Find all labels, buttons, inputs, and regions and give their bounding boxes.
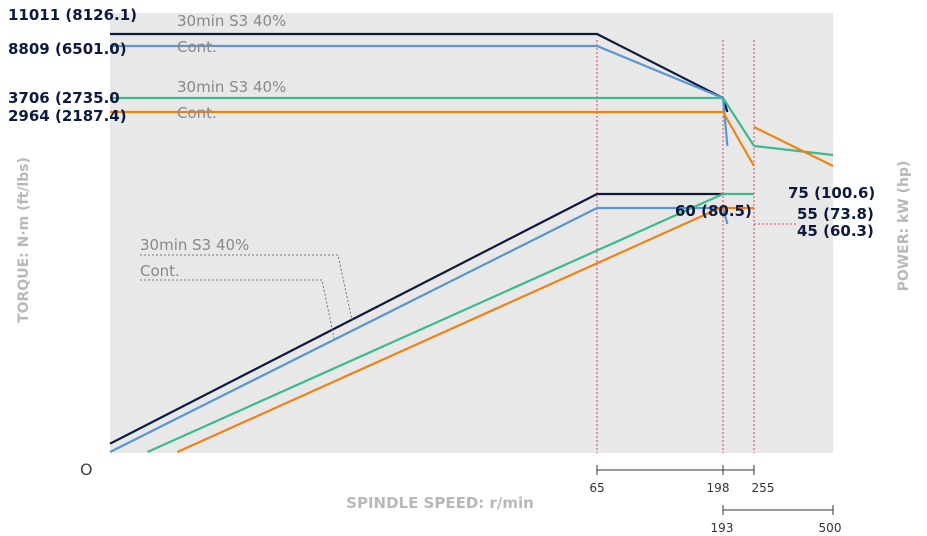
x-tick-65: 65 xyxy=(589,481,604,495)
leader-s3 xyxy=(140,254,353,321)
series-power-d xyxy=(176,206,754,454)
y-axis-left-title: TORQUE: N·m (ft/lbs) xyxy=(16,157,32,323)
series-power-c xyxy=(147,192,754,454)
x-tick-255: 255 xyxy=(752,481,775,495)
annotation-s3-lower: 30min S3 40% xyxy=(140,236,249,254)
series-torque-b xyxy=(110,44,729,147)
series-torque-d-tail xyxy=(753,126,834,167)
annotation-cont-upper: Cont. xyxy=(177,38,217,56)
torque-label-a: 11011 (8126.1) xyxy=(8,6,137,24)
series-torque-c xyxy=(110,96,755,147)
plot-area xyxy=(110,13,833,453)
x-tick-193: 193 xyxy=(711,521,734,535)
power-label-c: 60 (80.5) xyxy=(675,202,752,220)
series-torque-d xyxy=(110,110,755,167)
x-axis-title: SPINDLE SPEED: r/min xyxy=(346,494,534,512)
series-torque-a xyxy=(110,32,729,113)
origin-label: O xyxy=(80,460,93,479)
power-label-d: 45 (60.3) xyxy=(797,222,874,240)
x-tick-bracket-upper xyxy=(596,465,755,475)
torque-label-c: 3706 (2735.0 xyxy=(8,89,120,107)
annotation-s3-middle: 30min S3 40% xyxy=(177,78,286,96)
y-axis-right-title: POWER: kW (hp) xyxy=(896,161,912,292)
annotation-cont-lower: Cont. xyxy=(140,262,180,280)
power-label-b: 55 (73.8) xyxy=(797,205,874,223)
series-lines xyxy=(109,32,834,454)
x-tick-500: 500 xyxy=(819,521,842,535)
annotation-s3-upper: 30min S3 40% xyxy=(177,12,286,30)
leader-cont xyxy=(140,279,335,339)
power-label-a: 75 (100.6) xyxy=(788,184,875,202)
annotation-cont-middle: Cont. xyxy=(177,104,217,122)
x-tick-bracket-lower xyxy=(722,505,834,515)
x-tick-198: 198 xyxy=(707,481,730,495)
series-torque-c-tail xyxy=(753,144,834,157)
series-power-b xyxy=(109,206,729,453)
torque-label-b: 8809 (6501.0) xyxy=(8,40,127,58)
torque-label-d: 2964 (2187.4) xyxy=(8,107,127,125)
